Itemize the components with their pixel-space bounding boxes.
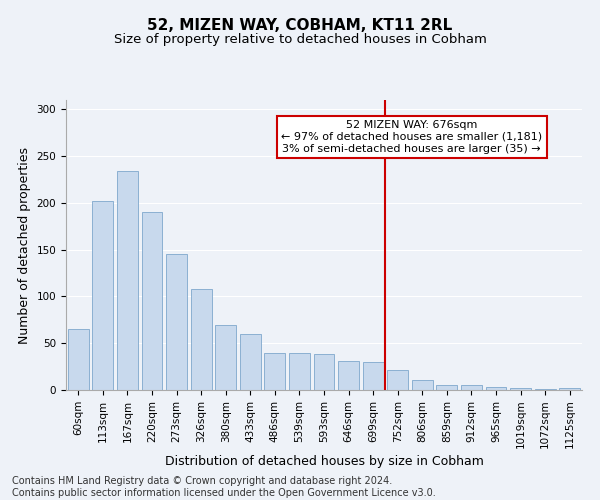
Bar (117, 171, 138, 390)
Bar (338, 361, 359, 390)
Bar (142, 212, 163, 390)
Bar (191, 289, 212, 390)
Text: 52, MIZEN WAY, COBHAM, KT11 2RL: 52, MIZEN WAY, COBHAM, KT11 2RL (148, 18, 452, 32)
Bar (412, 380, 433, 390)
Bar (485, 387, 506, 390)
Bar (240, 334, 261, 390)
Bar (362, 362, 383, 390)
Bar (559, 388, 580, 390)
Bar (436, 386, 457, 390)
Bar (215, 326, 236, 390)
Y-axis label: Number of detached properties: Number of detached properties (18, 146, 31, 344)
Bar (166, 254, 187, 390)
Text: 52 MIZEN WAY: 676sqm
← 97% of detached houses are smaller (1,181)
3% of semi-det: 52 MIZEN WAY: 676sqm ← 97% of detached h… (281, 120, 542, 154)
Bar (265, 352, 286, 390)
Bar (387, 370, 408, 390)
Text: Size of property relative to detached houses in Cobham: Size of property relative to detached ho… (113, 32, 487, 46)
Text: Contains HM Land Registry data © Crown copyright and database right 2024.
Contai: Contains HM Land Registry data © Crown c… (12, 476, 436, 498)
Bar (289, 352, 310, 390)
Bar (314, 354, 334, 390)
Bar (68, 329, 89, 390)
Bar (92, 201, 113, 390)
Bar (535, 389, 556, 390)
Bar (461, 386, 482, 390)
Bar (510, 388, 531, 390)
X-axis label: Distribution of detached houses by size in Cobham: Distribution of detached houses by size … (164, 456, 484, 468)
